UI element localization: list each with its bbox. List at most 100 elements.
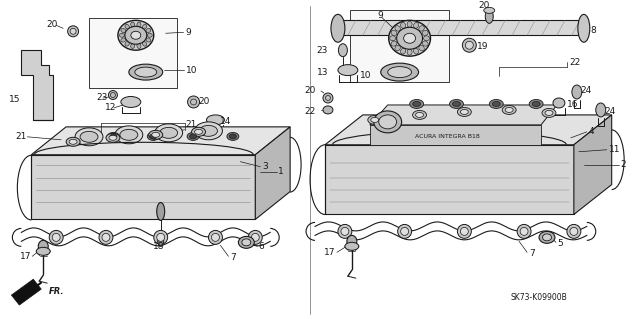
Ellipse shape — [391, 30, 397, 35]
Ellipse shape — [413, 110, 426, 119]
Ellipse shape — [379, 115, 397, 129]
Text: 24: 24 — [605, 108, 616, 116]
Text: 22: 22 — [569, 58, 580, 67]
Ellipse shape — [36, 247, 50, 255]
Text: 10: 10 — [360, 70, 371, 80]
Text: 13: 13 — [316, 68, 328, 77]
Ellipse shape — [227, 132, 239, 140]
Ellipse shape — [52, 234, 60, 241]
Text: 14: 14 — [220, 117, 232, 126]
Ellipse shape — [413, 101, 420, 107]
Ellipse shape — [413, 22, 419, 28]
Ellipse shape — [422, 30, 428, 35]
Ellipse shape — [129, 64, 163, 80]
Ellipse shape — [404, 33, 415, 43]
Ellipse shape — [146, 38, 151, 42]
Text: 9: 9 — [186, 28, 191, 37]
Polygon shape — [31, 155, 255, 219]
Ellipse shape — [338, 65, 358, 76]
Polygon shape — [21, 50, 53, 120]
Text: ACURA INTEGRA B18: ACURA INTEGRA B18 — [415, 134, 479, 139]
Ellipse shape — [195, 122, 223, 140]
Text: 21: 21 — [15, 132, 27, 141]
Ellipse shape — [338, 225, 352, 238]
Ellipse shape — [160, 127, 178, 138]
Text: 21: 21 — [186, 120, 197, 130]
Ellipse shape — [131, 22, 135, 27]
Ellipse shape — [381, 63, 419, 81]
Ellipse shape — [207, 115, 225, 125]
Ellipse shape — [155, 124, 182, 142]
Polygon shape — [31, 127, 290, 155]
Ellipse shape — [188, 96, 200, 108]
Text: FR.: FR. — [49, 287, 65, 296]
Ellipse shape — [108, 91, 117, 100]
Text: 1: 1 — [278, 167, 284, 176]
Ellipse shape — [553, 98, 565, 108]
Ellipse shape — [401, 227, 408, 235]
Text: 11: 11 — [609, 145, 620, 154]
Ellipse shape — [458, 108, 471, 116]
Ellipse shape — [120, 129, 138, 140]
Text: 20: 20 — [479, 1, 490, 10]
Ellipse shape — [242, 239, 251, 246]
Ellipse shape — [452, 101, 460, 107]
Ellipse shape — [401, 48, 406, 54]
Ellipse shape — [200, 125, 218, 136]
Ellipse shape — [339, 44, 348, 57]
Ellipse shape — [121, 28, 125, 33]
Ellipse shape — [189, 134, 196, 139]
Ellipse shape — [125, 26, 147, 44]
Ellipse shape — [424, 36, 429, 41]
Ellipse shape — [109, 135, 117, 140]
Ellipse shape — [539, 231, 555, 243]
Ellipse shape — [148, 130, 163, 139]
Polygon shape — [574, 115, 612, 214]
Ellipse shape — [419, 26, 424, 31]
Bar — [89, 19, 177, 88]
Ellipse shape — [120, 33, 124, 37]
Ellipse shape — [532, 101, 540, 107]
Ellipse shape — [49, 230, 63, 244]
Text: 22: 22 — [305, 108, 316, 116]
Text: 20: 20 — [46, 20, 58, 29]
Ellipse shape — [157, 234, 164, 241]
Ellipse shape — [108, 132, 120, 140]
Ellipse shape — [460, 109, 468, 115]
Ellipse shape — [75, 128, 103, 146]
Ellipse shape — [397, 27, 422, 49]
Polygon shape — [325, 145, 574, 214]
Ellipse shape — [121, 38, 125, 42]
Ellipse shape — [485, 9, 493, 23]
Polygon shape — [370, 125, 541, 145]
Ellipse shape — [70, 28, 76, 34]
Ellipse shape — [137, 22, 141, 27]
Ellipse shape — [187, 132, 199, 140]
Ellipse shape — [397, 225, 412, 238]
Ellipse shape — [68, 26, 79, 37]
Ellipse shape — [147, 132, 159, 140]
Ellipse shape — [331, 14, 345, 42]
Ellipse shape — [390, 36, 396, 41]
Ellipse shape — [596, 103, 605, 117]
Ellipse shape — [407, 49, 412, 55]
Text: 17: 17 — [20, 252, 31, 261]
Ellipse shape — [520, 227, 528, 235]
Ellipse shape — [391, 41, 397, 46]
Polygon shape — [325, 115, 612, 145]
Ellipse shape — [388, 20, 431, 56]
Ellipse shape — [157, 236, 164, 246]
Ellipse shape — [529, 100, 543, 108]
Text: 24: 24 — [581, 85, 592, 94]
Ellipse shape — [368, 115, 381, 124]
Ellipse shape — [38, 240, 48, 252]
Ellipse shape — [374, 111, 402, 133]
Text: 17: 17 — [324, 248, 336, 257]
Ellipse shape — [572, 85, 582, 99]
Ellipse shape — [419, 45, 424, 51]
Ellipse shape — [66, 137, 80, 146]
Ellipse shape — [147, 33, 152, 37]
Ellipse shape — [131, 43, 135, 48]
Ellipse shape — [484, 7, 495, 13]
Ellipse shape — [102, 234, 110, 241]
